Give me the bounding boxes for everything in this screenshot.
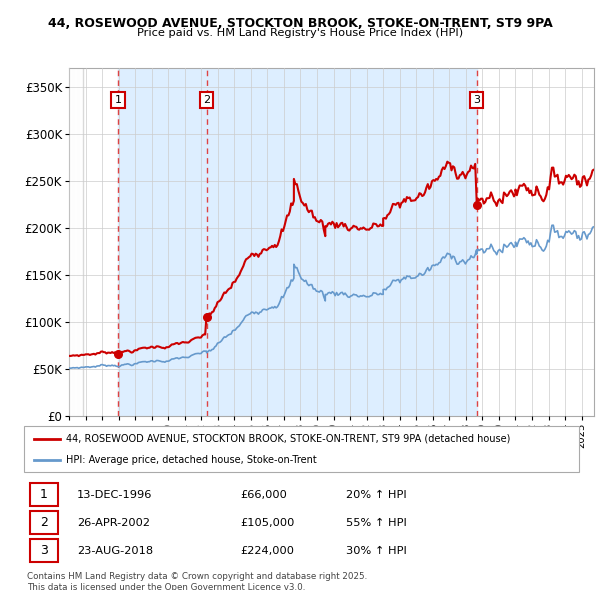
Text: 1: 1	[115, 95, 121, 105]
Text: 1: 1	[40, 489, 48, 502]
Text: £224,000: £224,000	[241, 546, 295, 556]
Bar	[29, 512, 58, 534]
Text: £105,000: £105,000	[241, 518, 295, 527]
Text: 55% ↑ HPI: 55% ↑ HPI	[346, 518, 407, 527]
Bar	[206, 68, 476, 416]
Bar	[29, 539, 58, 562]
Bar	[118, 68, 206, 416]
Text: 23-AUG-2018: 23-AUG-2018	[77, 546, 153, 556]
Text: 2: 2	[203, 95, 210, 105]
Bar	[29, 483, 58, 506]
Text: 44, ROSEWOOD AVENUE, STOCKTON BROOK, STOKE-ON-TRENT, ST9 9PA (detached house): 44, ROSEWOOD AVENUE, STOCKTON BROOK, STO…	[65, 434, 510, 444]
Text: 30% ↑ HPI: 30% ↑ HPI	[346, 546, 407, 556]
Text: 20% ↑ HPI: 20% ↑ HPI	[346, 490, 407, 500]
Text: 44, ROSEWOOD AVENUE, STOCKTON BROOK, STOKE-ON-TRENT, ST9 9PA: 44, ROSEWOOD AVENUE, STOCKTON BROOK, STO…	[47, 17, 553, 30]
Text: Price paid vs. HM Land Registry's House Price Index (HPI): Price paid vs. HM Land Registry's House …	[137, 28, 463, 38]
Bar	[69, 68, 83, 416]
Text: £66,000: £66,000	[241, 490, 287, 500]
Text: 26-APR-2002: 26-APR-2002	[77, 518, 150, 527]
Text: HPI: Average price, detached house, Stoke-on-Trent: HPI: Average price, detached house, Stok…	[65, 455, 316, 465]
Text: 2: 2	[40, 516, 48, 529]
Text: 3: 3	[473, 95, 480, 105]
Text: Contains HM Land Registry data © Crown copyright and database right 2025.
This d: Contains HM Land Registry data © Crown c…	[27, 572, 367, 590]
Text: 13-DEC-1996: 13-DEC-1996	[77, 490, 152, 500]
Text: 3: 3	[40, 544, 48, 557]
